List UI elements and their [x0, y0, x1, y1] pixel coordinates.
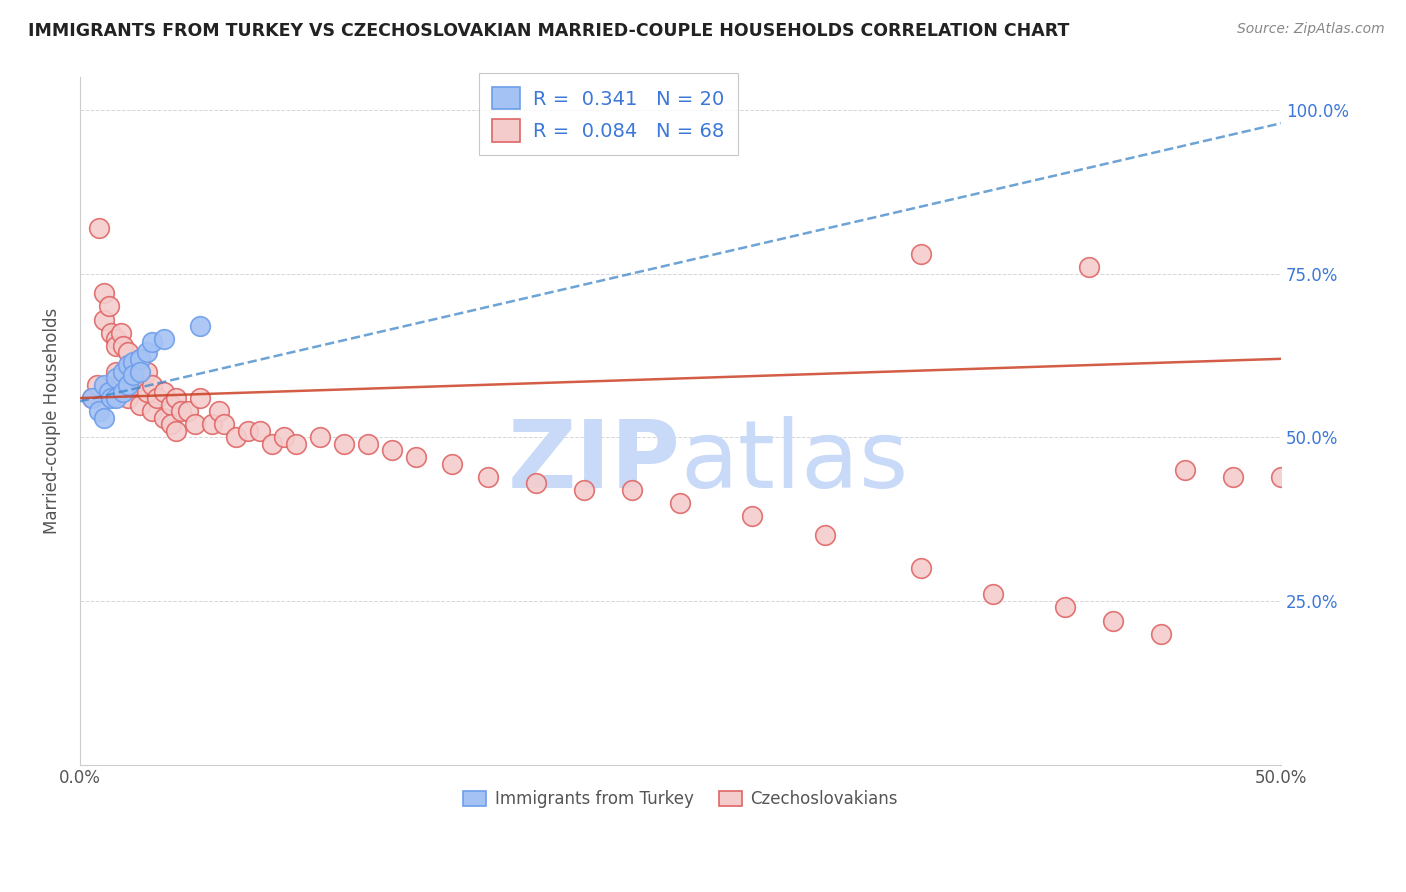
Point [117, 378, 139, 392]
Point [93, 378, 115, 392]
Point [153, 410, 176, 425]
Point [129, 365, 152, 379]
Point [104, 371, 127, 385]
Point [1270, 469, 1292, 483]
Point [1222, 469, 1244, 483]
Text: Source: ZipAtlas.com: Source: ZipAtlas.com [1237, 22, 1385, 37]
Point [669, 496, 692, 510]
Point [104, 365, 127, 379]
Point [165, 424, 187, 438]
Point [136, 345, 159, 359]
Point [260, 437, 283, 451]
Point [405, 450, 427, 464]
Point [1101, 614, 1123, 628]
Point [121, 378, 143, 392]
Point [87, 221, 110, 235]
Point [93, 410, 115, 425]
Text: ZIP: ZIP [508, 417, 681, 508]
Point [112, 339, 135, 353]
Point [1174, 463, 1197, 477]
Point [309, 430, 332, 444]
Point [165, 391, 187, 405]
Point [153, 332, 176, 346]
Point [212, 417, 235, 432]
Point [112, 371, 135, 385]
Point [136, 384, 159, 399]
Point [441, 457, 464, 471]
Point [981, 587, 1004, 601]
Point [121, 355, 143, 369]
Point [121, 359, 143, 373]
Point [910, 247, 932, 261]
Point [249, 424, 271, 438]
Point [80, 391, 103, 405]
Point [97, 300, 120, 314]
Point [80, 391, 103, 405]
Point [910, 561, 932, 575]
Point [236, 424, 259, 438]
Point [188, 391, 211, 405]
Point [141, 404, 163, 418]
Point [177, 404, 200, 418]
Point [136, 365, 159, 379]
Point [100, 391, 122, 405]
Point [225, 430, 247, 444]
Point [813, 528, 835, 542]
Point [121, 368, 143, 383]
Point [141, 378, 163, 392]
Point [104, 339, 127, 353]
Point [145, 391, 167, 405]
Point [184, 417, 207, 432]
Point [93, 286, 115, 301]
Point [524, 476, 547, 491]
Point [129, 351, 152, 366]
Point [201, 417, 224, 432]
Y-axis label: Married-couple Households: Married-couple Households [44, 308, 60, 534]
Point [1150, 626, 1173, 640]
Point [117, 345, 139, 359]
Point [104, 391, 127, 405]
Point [117, 359, 139, 373]
Point [621, 483, 644, 497]
Point [333, 437, 356, 451]
Point [129, 398, 152, 412]
Point [117, 391, 139, 405]
Point [208, 404, 231, 418]
Point [104, 332, 127, 346]
Point [100, 326, 122, 340]
Point [357, 437, 380, 451]
Point [160, 398, 183, 412]
Point [112, 384, 135, 399]
Point [170, 404, 193, 418]
Point [129, 351, 152, 366]
Point [1077, 260, 1099, 275]
Point [110, 326, 132, 340]
Point [188, 319, 211, 334]
Point [112, 365, 135, 379]
Point [273, 430, 295, 444]
Point [574, 483, 596, 497]
Point [1053, 600, 1076, 615]
Text: atlas: atlas [681, 417, 908, 508]
Point [141, 335, 163, 350]
Point [160, 417, 183, 432]
Point [129, 371, 152, 385]
Point [153, 384, 176, 399]
Text: IMMIGRANTS FROM TURKEY VS CZECHOSLOVAKIAN MARRIED-COUPLE HOUSEHOLDS CORRELATION : IMMIGRANTS FROM TURKEY VS CZECHOSLOVAKIA… [28, 22, 1070, 40]
Point [477, 469, 499, 483]
Point [87, 404, 110, 418]
Legend: Immigrants from Turkey, Czechoslovakians: Immigrants from Turkey, Czechoslovakians [457, 783, 904, 814]
Point [285, 437, 308, 451]
Point [86, 378, 108, 392]
Point [381, 443, 404, 458]
Point [93, 312, 115, 326]
Point [741, 508, 763, 523]
Point [117, 365, 139, 379]
Point [97, 384, 120, 399]
